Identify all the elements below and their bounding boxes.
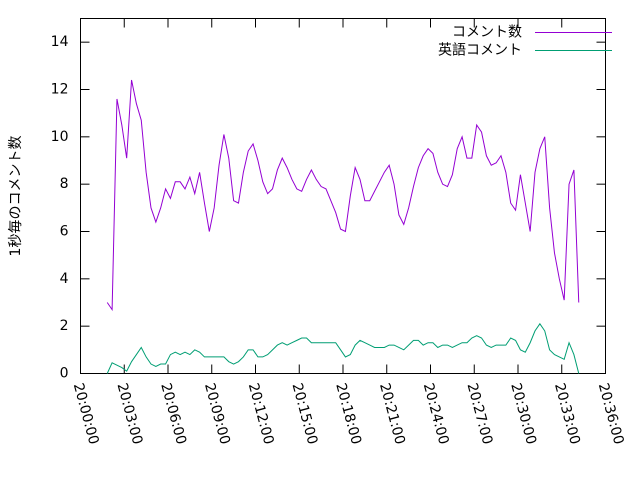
x-tick-label: 20:00:00: [70, 381, 102, 446]
x-tick-label: 20:27:00: [464, 381, 496, 446]
y-tick-label: 8: [60, 176, 69, 192]
y-tick-label: 0: [60, 366, 69, 382]
y-tick-label: 6: [60, 224, 69, 240]
x-tick-label: 20:06:00: [157, 381, 189, 446]
x-tick-label: 20:21:00: [376, 381, 408, 446]
legend-label: 英語コメント: [438, 42, 522, 59]
x-tick-label: 20:18:00: [332, 381, 364, 446]
plot-frame: [80, 18, 606, 374]
y-tick-label: 14: [51, 34, 69, 50]
y-tick-label: 2: [60, 318, 69, 334]
y-tick-label: 4: [60, 271, 69, 287]
x-tick-label: 20:12:00: [245, 381, 277, 446]
legend-label: コメント数: [452, 25, 522, 41]
x-tick-label: 20:30:00: [507, 381, 539, 446]
x-tick-label: 20:33:00: [551, 381, 583, 446]
x-tick-label: 20:36:00: [595, 381, 627, 446]
data-line: [106, 322, 580, 374]
x-tick-label: 20:09:00: [201, 381, 233, 446]
x-tick-label: 20:03:00: [114, 381, 146, 446]
x-tick-label: 20:15:00: [289, 381, 321, 446]
data-line: [106, 79, 580, 312]
y-tick-label: 10: [51, 129, 69, 145]
x-tick-label: 20:24:00: [420, 381, 452, 446]
y-tick-label: 12: [51, 82, 69, 98]
y-axis-label: 1秒毎のコメント数: [8, 136, 24, 257]
